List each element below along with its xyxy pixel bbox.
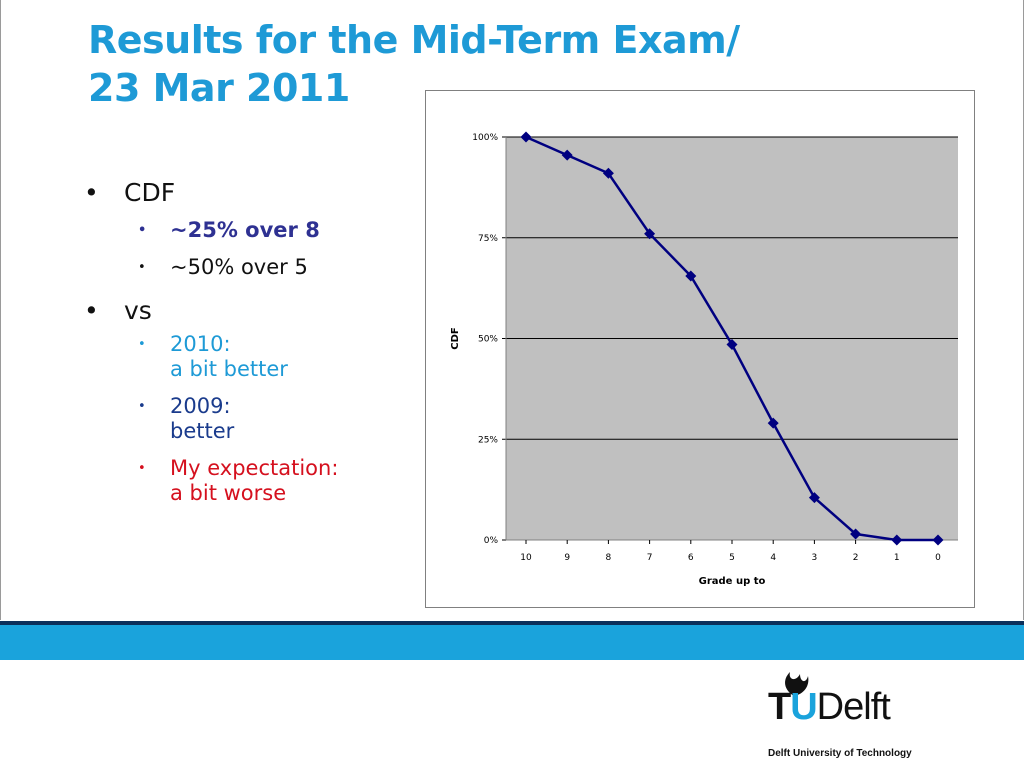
bullet-cdf-text: CDF: [124, 178, 176, 207]
x-tick-label: 8: [606, 553, 612, 563]
data-point: [767, 417, 779, 429]
bullet-glyph: •: [138, 461, 146, 476]
data-point: [850, 528, 862, 540]
bullet-list: • CDF • ~25% over 8 • ~50% over 5 • vs •…: [84, 176, 404, 518]
data-point: [644, 228, 656, 240]
data-point: [520, 131, 532, 143]
slide-title-line1: Results for the Mid-Term Exam/: [88, 18, 740, 62]
footer-band: [0, 625, 1024, 660]
x-tick-label: 10: [520, 553, 532, 563]
y-axis-title: CDF: [450, 327, 461, 349]
x-tick-label: 9: [564, 553, 570, 563]
logo-subtitle: Delft University of Technology: [768, 748, 912, 759]
slide-title: Results for the Mid-Term Exam/ 23 Mar 20…: [88, 16, 740, 112]
x-axis-title: Grade up to: [699, 576, 766, 587]
bullet-glyph: •: [138, 399, 146, 414]
bullet-glyph: •: [138, 223, 147, 238]
y-tick-label: 25%: [478, 435, 498, 445]
bullet-expectation-line2: a bit worse: [170, 481, 287, 505]
y-tick-label: 100%: [472, 133, 498, 143]
x-tick-label: 3: [812, 553, 818, 563]
bullet-2010-line1: 2010:: [170, 332, 231, 356]
x-tick-label: 0: [935, 553, 941, 563]
logo-u: U: [790, 686, 817, 728]
y-tick-label: 75%: [478, 234, 498, 244]
bullet-2009-line1: 2009:: [170, 394, 231, 418]
x-tick-label: 6: [688, 553, 694, 563]
bullet-2009: • 2009: better: [84, 394, 404, 444]
x-tick-label: 7: [647, 553, 653, 563]
logo-delft: Delft: [816, 686, 891, 728]
slide-title-line2: 23 Mar 2011: [88, 66, 350, 110]
bullet-glyph: •: [84, 296, 99, 325]
data-point: [808, 492, 820, 504]
data-point: [932, 534, 944, 546]
cdf-chart: 0% 25% 50% 75% 100% 10 9 8 7 6 5 4 3 2 1 0 Grade up to CD…: [425, 90, 975, 608]
data-point: [891, 534, 903, 546]
bullet-glyph: •: [138, 337, 146, 352]
bullet-50-over-5-text: ~50% over 5: [170, 255, 308, 279]
bullet-glyph: •: [138, 260, 146, 275]
x-tick-label: 4: [770, 553, 776, 563]
tu-delft-wordmark: TUDelft: [768, 686, 891, 729]
x-tick-label: 1: [894, 553, 900, 563]
data-point: [685, 270, 697, 282]
data-point: [602, 167, 614, 179]
bullet-expectation-line1: My expectation:: [170, 456, 339, 480]
bullet-2010: • 2010: a bit better: [84, 332, 404, 382]
bullet-glyph: •: [84, 178, 99, 207]
tu-delft-logo: TUDelft Delft University of Technology: [768, 664, 948, 764]
x-tick-label: 2: [853, 553, 859, 563]
bullet-cdf: • CDF: [84, 176, 404, 210]
bullet-25-over-8-text: ~25% over 8: [170, 218, 320, 242]
data-point: [561, 149, 573, 161]
bullet-vs-text: vs: [124, 296, 152, 325]
flame-icon: [785, 672, 809, 696]
y-tick-label: 50%: [478, 335, 498, 345]
logo-t: T: [768, 686, 791, 728]
footer-band-border: [0, 621, 1024, 625]
bullet-50-over-5: • ~50% over 5: [84, 255, 404, 280]
bullet-expectation: • My expectation: a bit worse: [84, 456, 404, 506]
bullet-25-over-8: • ~25% over 8: [84, 218, 404, 243]
x-tick-label: 5: [729, 553, 735, 563]
bullet-vs: • vs: [84, 294, 404, 328]
y-tick-label: 0%: [484, 536, 499, 546]
bullet-2010-line2: a bit better: [170, 357, 288, 381]
data-point: [726, 339, 738, 351]
bullet-2009-line2: better: [170, 419, 235, 443]
